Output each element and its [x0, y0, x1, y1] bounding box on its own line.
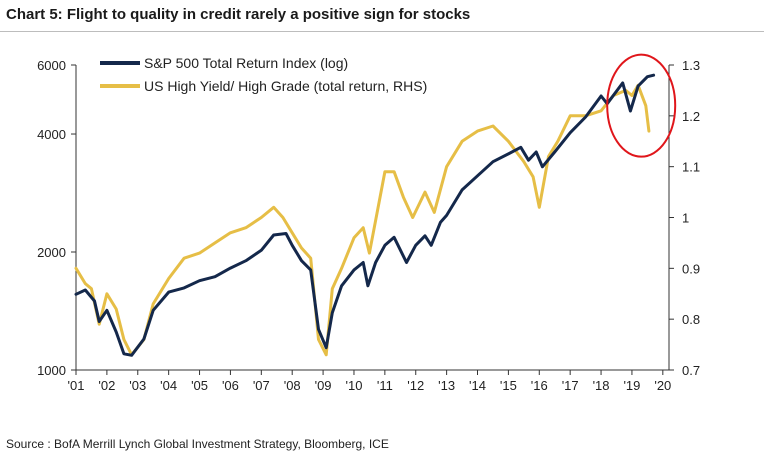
- y-axis-left: 1000 2000 4000 6000: [37, 58, 76, 378]
- y-right-tick-label: 0.9: [682, 261, 700, 276]
- x-tick-label: '01: [68, 378, 85, 393]
- y-right-tick-label: 1.1: [682, 160, 700, 175]
- chart-title: Chart 5: Flight to quality in credit rar…: [6, 6, 471, 23]
- x-tick-label: '04: [160, 378, 177, 393]
- y-left-tick-label: 1000: [37, 363, 66, 378]
- x-axis: '01 '02 '03 '04 '05 '06 '07 '08 '09 '10 '11 '12 '13 '…: [68, 370, 671, 393]
- x-tick-label: '18: [593, 378, 610, 393]
- x-tick-label: '03: [129, 378, 146, 393]
- source-note: Source : BofA Merrill Lynch Global Inves…: [6, 437, 389, 451]
- annotations: [606, 53, 677, 158]
- x-tick-label: '02: [98, 378, 115, 393]
- x-tick-label: '06: [222, 378, 239, 393]
- x-tick-label: '07: [253, 378, 270, 393]
- x-tick-label: '15: [500, 378, 517, 393]
- x-tick-label: '16: [531, 378, 548, 393]
- series-line-hy-hg: [74, 83, 651, 357]
- y-right-tick-label: 1: [682, 211, 689, 226]
- x-tick-label: '14: [469, 378, 486, 393]
- legend-label-hy-hg: US High Yield/ High Grade (total return,…: [144, 78, 427, 94]
- y-right-tick-label: 0.8: [682, 312, 700, 327]
- y-right-tick-label: 0.7: [682, 363, 700, 378]
- x-tick-label: '17: [562, 378, 579, 393]
- y-left-tick-label: 2000: [37, 245, 66, 260]
- legend: S&P 500 Total Return Index (log) US High …: [100, 55, 427, 94]
- x-tick-label: '19: [623, 378, 640, 393]
- y-right-tick-label: 1.3: [682, 58, 700, 73]
- plot-frame: [75, 65, 670, 371]
- y-left-tick-label: 6000: [37, 58, 66, 73]
- highlight-circle: [606, 53, 677, 158]
- title-divider: [0, 31, 764, 32]
- legend-label-sp500: S&P 500 Total Return Index (log): [144, 55, 348, 71]
- x-tick-label: '13: [438, 378, 455, 393]
- x-tick-label: '08: [284, 378, 301, 393]
- y-right-tick-label: 1.2: [682, 109, 700, 124]
- x-tick-label: '10: [345, 378, 362, 393]
- y-axis-right: 0.7 0.8 0.9 1 1.1 1.2 1.3: [669, 58, 700, 378]
- x-tick-label: '12: [407, 378, 424, 393]
- x-tick-label: '05: [191, 378, 208, 393]
- series-line-sp500: [74, 73, 656, 357]
- series-lines: [74, 73, 656, 357]
- x-tick-label: '11: [377, 378, 393, 393]
- y-left-tick-label: 4000: [37, 127, 66, 142]
- x-tick-label: '09: [315, 378, 332, 393]
- x-tick-label: '20: [654, 378, 671, 393]
